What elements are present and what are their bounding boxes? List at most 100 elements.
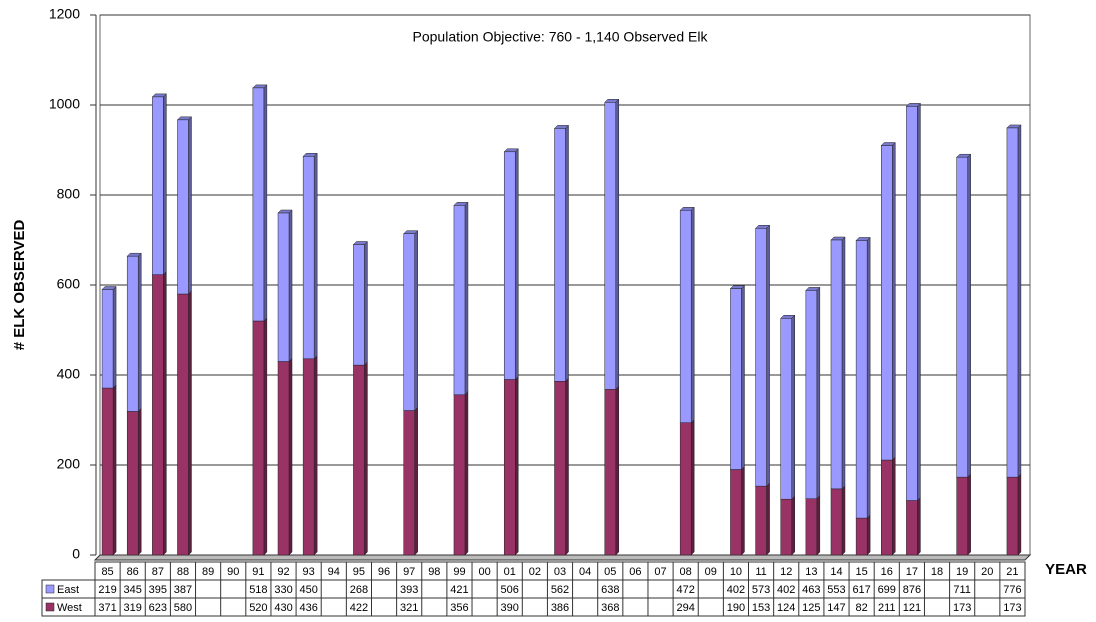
floor bbox=[93, 554, 1032, 561]
y-tick-label: 800 bbox=[57, 186, 81, 202]
x-tick-label: 09 bbox=[705, 566, 717, 578]
bar bbox=[277, 212, 290, 362]
bar-side bbox=[313, 152, 318, 360]
legend-swatch bbox=[45, 584, 55, 594]
x-tick-label: 94 bbox=[328, 566, 340, 578]
bar-side bbox=[615, 98, 620, 391]
data-label: 436 bbox=[299, 602, 317, 614]
bar-side bbox=[766, 482, 770, 556]
x-tick-label: 08 bbox=[680, 566, 692, 578]
bar-side bbox=[137, 407, 142, 556]
x-tick-label: 01 bbox=[504, 566, 516, 578]
bar-side bbox=[263, 317, 268, 556]
data-label: 573 bbox=[752, 584, 770, 596]
bar-side bbox=[163, 93, 167, 276]
x-tick-label: 04 bbox=[579, 566, 591, 578]
bar-side bbox=[414, 230, 418, 412]
bar-side bbox=[364, 240, 368, 366]
bar-side bbox=[565, 124, 569, 382]
bar bbox=[679, 210, 692, 423]
x-tick-label: 06 bbox=[629, 566, 641, 578]
data-label: 268 bbox=[350, 584, 368, 596]
data-label: 82 bbox=[855, 602, 867, 614]
bar-side bbox=[364, 361, 368, 556]
bar bbox=[1006, 127, 1019, 478]
x-tick-label: 89 bbox=[202, 566, 214, 578]
bar-side bbox=[313, 355, 318, 556]
y-tick-label: 1000 bbox=[49, 96, 80, 112]
data-label: 395 bbox=[149, 584, 167, 596]
data-label: 699 bbox=[878, 584, 896, 596]
bar-side bbox=[615, 385, 620, 556]
annotation: Population Objective: 760 - 1,140 Observ… bbox=[413, 29, 709, 45]
data-label: 368 bbox=[601, 602, 619, 614]
legend-label: East bbox=[57, 584, 79, 596]
bar-side bbox=[791, 314, 795, 500]
data-label: 393 bbox=[400, 584, 418, 596]
bar-side bbox=[917, 496, 921, 556]
data-label: 330 bbox=[274, 584, 292, 596]
bar-side bbox=[816, 286, 821, 500]
bar bbox=[554, 381, 566, 556]
x-tick-label: 21 bbox=[1006, 566, 1018, 578]
bar-side bbox=[967, 473, 971, 556]
bar-side bbox=[565, 377, 569, 556]
bar bbox=[252, 320, 265, 556]
bar bbox=[302, 358, 315, 556]
y-tick-label: 200 bbox=[57, 456, 81, 472]
data-label: 371 bbox=[98, 602, 116, 614]
x-tick-label: 16 bbox=[881, 566, 893, 578]
x-tick-label: 99 bbox=[453, 566, 465, 578]
bar-side bbox=[163, 271, 167, 556]
x-tick-label: 12 bbox=[780, 566, 792, 578]
x-tick-label: 14 bbox=[830, 566, 842, 578]
bar-side bbox=[917, 102, 921, 502]
bar-side bbox=[892, 456, 896, 556]
bar bbox=[881, 145, 893, 461]
x-tick-label: 00 bbox=[478, 566, 490, 578]
bar bbox=[126, 255, 139, 412]
bar bbox=[152, 274, 164, 556]
bar bbox=[830, 239, 843, 490]
bar-side bbox=[288, 209, 293, 363]
bar bbox=[730, 288, 742, 470]
x-tick-label: 11 bbox=[755, 566, 766, 578]
bar-side bbox=[967, 153, 971, 478]
data-label: 147 bbox=[827, 602, 845, 614]
bar bbox=[503, 379, 516, 556]
data-label: 190 bbox=[727, 602, 745, 614]
x-tick-label: 90 bbox=[227, 566, 239, 578]
bar-side bbox=[866, 236, 871, 519]
x-tick-label: 88 bbox=[177, 566, 189, 578]
bar bbox=[805, 498, 818, 556]
data-label: 125 bbox=[802, 602, 820, 614]
bar-side bbox=[112, 285, 117, 389]
x-tick-label: 92 bbox=[277, 566, 289, 578]
x-tick-label: 02 bbox=[529, 566, 541, 578]
data-label: 580 bbox=[174, 602, 192, 614]
bar bbox=[152, 96, 164, 275]
x-tick-label: 98 bbox=[428, 566, 440, 578]
bar-side bbox=[841, 236, 846, 490]
bar-side bbox=[892, 141, 896, 461]
data-label: 173 bbox=[953, 602, 971, 614]
x-tick-label: 93 bbox=[303, 566, 315, 578]
x-axis-title: YEAR bbox=[1045, 561, 1087, 578]
x-tick-label: 87 bbox=[152, 566, 164, 578]
bar-side bbox=[112, 384, 117, 556]
y-tick-label: 0 bbox=[72, 546, 80, 562]
x-tick-label: 86 bbox=[127, 566, 139, 578]
bar bbox=[353, 244, 365, 366]
data-label: 711 bbox=[953, 584, 971, 596]
bar bbox=[277, 361, 290, 556]
bar-side bbox=[188, 290, 192, 556]
bar-side bbox=[866, 514, 871, 556]
bar bbox=[101, 387, 114, 556]
bar-side bbox=[414, 406, 418, 556]
x-tick-label: 19 bbox=[956, 566, 968, 578]
bar-side bbox=[741, 465, 745, 556]
bar-side bbox=[766, 224, 770, 487]
data-label: 520 bbox=[249, 602, 267, 614]
bar bbox=[906, 500, 918, 556]
